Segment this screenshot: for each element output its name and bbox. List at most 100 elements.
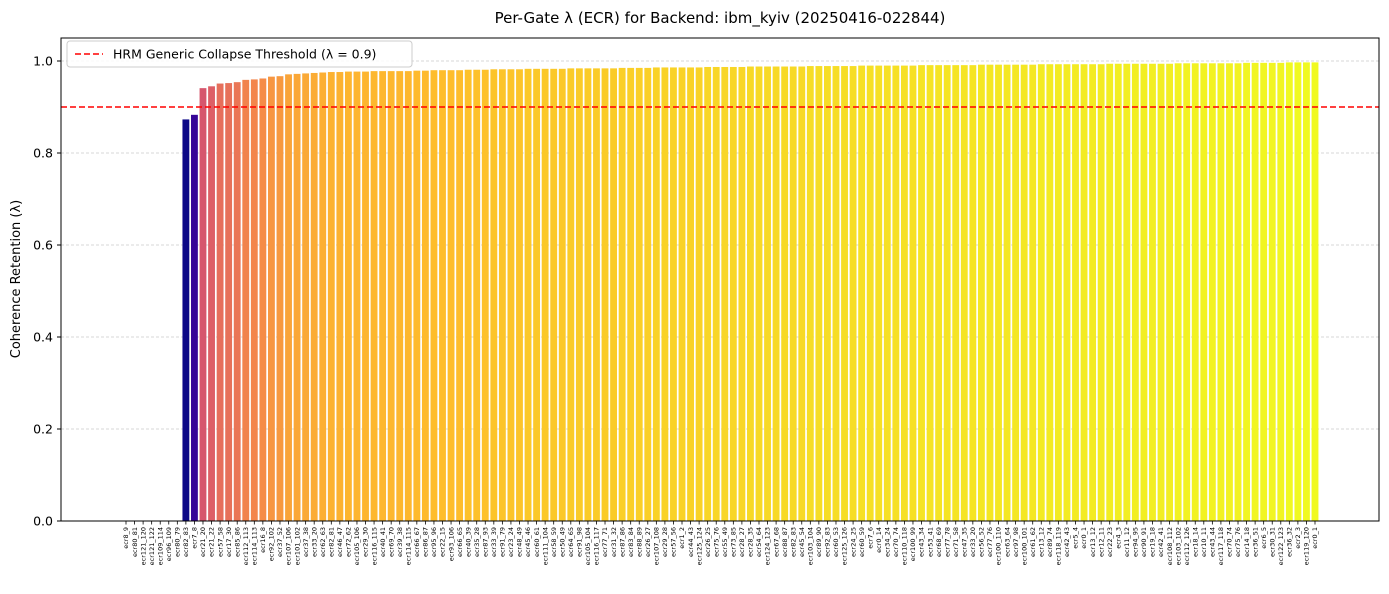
y-tick-label: 0.0 [33,514,53,529]
x-tick-label: ecr62_63 [319,527,327,557]
x-tick-label: ecr100_101 [1020,527,1028,565]
x-tick-label: ecr83_84 [627,527,635,557]
x-tick-label: ecr80_81 [131,527,139,557]
x-tick-label: ecr60_61 [533,527,541,557]
bar [712,66,720,521]
bar [841,66,848,521]
bar [781,66,789,522]
x-tick-label: ecr82_81 [327,527,335,557]
x-tick-label: ecr54_64 [755,527,763,557]
x-tick-label: ecr43_44 [1209,527,1217,557]
bar [644,67,652,522]
x-tick-label: ecr60_59 [858,527,866,557]
bar [866,65,874,521]
x-tick-label: ecr89_74 [1046,527,1054,557]
x-tick-label: ecr33_20 [969,527,977,557]
bar [824,66,831,521]
bar [1063,64,1071,521]
x-tick-label: ecr22_15 [439,527,447,557]
bar [670,67,677,521]
bar [1131,63,1139,521]
x-tick-label: ecr45_54 [798,527,806,557]
bar [1089,64,1097,521]
bar [704,66,712,521]
x-tick-label: ecr82_83 [182,527,190,557]
x-tick-label: ecr35_28 [473,527,481,557]
bar [370,71,378,522]
bar [387,71,395,522]
bar [593,68,600,522]
bar [208,86,215,522]
bar [250,79,258,522]
x-tick-label: ecr64_65 [567,527,575,557]
bar [926,65,934,521]
bar [276,76,284,522]
x-tick-label: ecr92_102 [268,527,276,561]
x-tick-label: ecr88_87 [781,527,789,557]
bar [456,70,464,521]
x-tick-label: ecr5_4 [1072,527,1080,549]
bar [1226,63,1233,522]
x-tick-label: ecr45_46 [524,527,532,557]
bar [678,67,686,521]
x-tick-label: ecr28_35 [747,527,755,557]
x-tick-label: ecr33_39 [490,527,498,557]
x-tick-label: ecr77_76 [986,527,994,557]
bar [1012,64,1020,522]
bar [267,76,275,521]
bar [421,70,429,521]
bar [225,83,233,521]
x-tick-label: ecr4_3 [1114,527,1122,549]
bar [558,68,566,521]
bar [729,66,737,521]
x-tick-label: ecr75_76 [1234,527,1242,557]
bar [1149,63,1156,521]
bar [764,66,771,522]
x-tick-label: ecr101_102 [293,527,301,565]
x-tick-label: ecr48_49 [516,527,524,557]
bar [618,67,626,522]
x-tick-label: ecr77_71 [601,527,609,557]
bar [1191,63,1199,522]
bar [233,82,241,521]
x-tick-label: ecr72_62 [345,527,353,557]
bar [858,65,866,521]
bar [199,88,207,521]
bar [541,68,549,521]
x-tick-label: ecr44_43 [687,527,695,557]
bar [601,68,609,522]
x-tick-label: ecr108_112 [1166,527,1174,565]
bar [1200,63,1208,522]
bar [789,66,797,522]
bar [815,66,823,521]
x-tick-label: ecr87_86 [618,527,626,557]
bar [1234,63,1242,522]
bar [1080,64,1088,521]
x-tick-label: ecr17_30 [225,527,233,557]
bar [909,65,917,521]
bar [567,68,575,522]
x-tick-label: ecr75_76 [712,527,720,557]
bar [1114,63,1122,521]
x-tick-label: ecr57_58 [216,527,224,557]
x-tick-label: ecr18_14 [1191,527,1199,557]
x-tick-label: ecr109_114 [156,527,164,565]
y-tick-label: 0.2 [33,422,53,437]
x-tick-label: ecr116_117 [593,527,601,565]
bar [695,67,703,521]
bar [490,69,498,521]
x-tick-label: ecr12_11 [1097,527,1105,557]
x-tick-label: ecr63_64 [1003,527,1011,557]
x-tick-label: ecr85_86 [233,527,241,557]
x-tick-label: ecr47_35 [960,527,968,557]
x-tick-label: ecr77_78 [943,527,951,557]
legend-threshold-label: HRM Generic Collapse Threshold (λ = 0.9) [113,47,376,62]
x-tick-label: ecr66_67 [413,527,421,557]
x-tick-label: ecr11_12 [1123,527,1131,557]
bar [832,66,840,521]
x-tick-label: ecr39_38 [396,527,404,557]
y-axis: 0.0 0.2 0.4 0.6 0.8 1.0 [33,54,61,529]
x-tick-label: ecr87_93 [481,527,489,557]
bar [610,68,617,522]
